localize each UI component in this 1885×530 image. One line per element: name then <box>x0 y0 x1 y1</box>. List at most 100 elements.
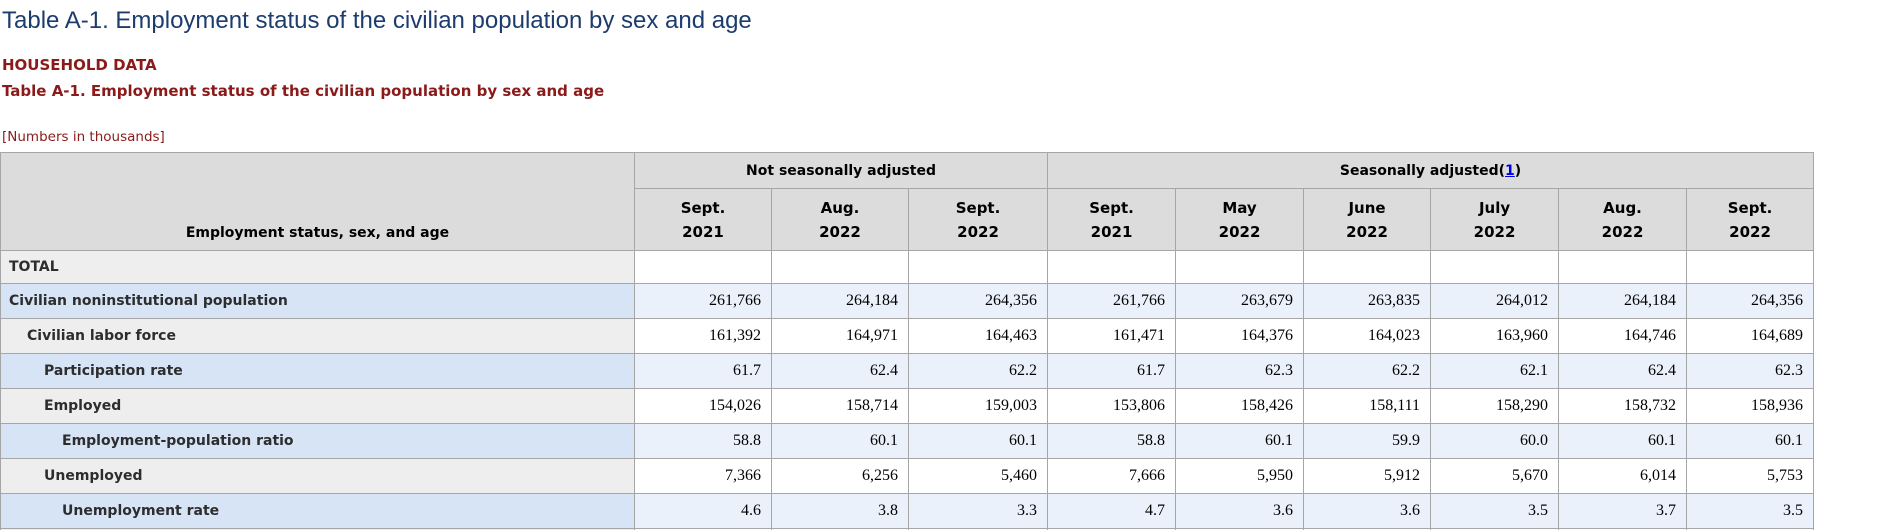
month-year: 2022 <box>1601 222 1644 241</box>
data-cell: 61.7 <box>634 353 772 389</box>
month-header: Aug. 2022 <box>1558 188 1688 251</box>
data-cell: 264,012 <box>1430 283 1560 319</box>
data-cell-empty <box>1175 250 1305 284</box>
data-cell: 4.7 <box>1047 493 1177 529</box>
row-label: Participation rate <box>0 353 635 389</box>
data-cell: 58.8 <box>634 423 772 459</box>
data-cell: 3.6 <box>1303 493 1432 529</box>
group-header-not-seasonally-adjusted: Not seasonally adjusted <box>633 152 1049 189</box>
data-cell: 5,460 <box>907 458 1049 494</box>
data-cell: 6,256 <box>771 458 909 494</box>
table-row: Employment-population ratio 58.8 60.1 60.1 5… <box>0 423 1815 459</box>
month-header: May 2022 <box>1175 188 1305 251</box>
row-label: Unemployment rate <box>0 493 635 529</box>
data-cell-empty <box>1558 250 1688 284</box>
table-row: Unemployed 7,366 6,256 5,460 7,666 5,950 5,912… <box>0 458 1815 494</box>
table-row: Participation rate 61.7 62.4 62.2 61.7 62.3 62… <box>0 353 1815 389</box>
month-name: Aug. <box>820 198 860 217</box>
table-row: Civilian noninstitutional population 261,… <box>0 283 1815 319</box>
row-label: Civilian noninstitutional population <box>0 283 635 319</box>
table-row-cutoff <box>0 528 1815 530</box>
data-cell: 60.1 <box>1558 423 1688 459</box>
data-cell-empty <box>1047 250 1177 284</box>
month-name: Sept. <box>680 198 726 217</box>
data-cell: 3.7 <box>1558 493 1688 529</box>
data-cell-empty <box>634 250 772 284</box>
data-cell: 7,366 <box>634 458 772 494</box>
data-cell: 164,971 <box>771 318 909 354</box>
footnote-1-link[interactable]: 1 <box>1505 162 1515 179</box>
data-cell: 59.9 <box>1303 423 1432 459</box>
data-cell-empty <box>771 250 909 284</box>
data-cell: 61.7 <box>1047 353 1177 389</box>
table-row: Unemployment rate 4.6 3.8 3.3 4.7 3.6 3.6 3.5 3.… <box>0 493 1815 529</box>
data-cell: 62.3 <box>1686 353 1815 389</box>
table-row: Civilian labor force 161,392 164,971 164,46… <box>0 318 1815 354</box>
data-cell: 6,014 <box>1558 458 1688 494</box>
section-row-total: TOTAL <box>0 250 1815 284</box>
data-cell: 164,689 <box>1686 318 1815 354</box>
data-cell: 154,026 <box>634 388 772 424</box>
data-cell-empty <box>907 250 1049 284</box>
data-cell: 164,746 <box>1558 318 1688 354</box>
data-cell: 161,392 <box>634 318 772 354</box>
data-cell: 3.5 <box>1686 493 1815 529</box>
data-cell: 60.1 <box>771 423 909 459</box>
data-cell: 164,376 <box>1175 318 1305 354</box>
data-cell: 5,950 <box>1175 458 1305 494</box>
data-cell: 158,426 <box>1175 388 1305 424</box>
data-cell: 62.4 <box>771 353 909 389</box>
month-year: 2022 <box>957 222 999 241</box>
data-cell: 60.1 <box>907 423 1049 459</box>
month-name: Sept. <box>955 198 1001 217</box>
data-cell: 60.0 <box>1430 423 1560 459</box>
data-cell: 164,463 <box>907 318 1049 354</box>
units-note: [Numbers in thousands] <box>2 129 165 145</box>
data-cell: 263,835 <box>1303 283 1432 319</box>
data-cell: 159,003 <box>907 388 1049 424</box>
month-header: Sept. 2021 <box>634 188 772 251</box>
group-header-row: Employment status, sex, and age Not seas… <box>0 152 1815 251</box>
data-cell: 58.8 <box>1047 423 1177 459</box>
month-year: 2022 <box>819 222 861 241</box>
month-year: 2022 <box>1473 222 1516 241</box>
data-cell: 264,184 <box>771 283 909 319</box>
month-name: May <box>1222 198 1257 217</box>
month-header: June 2022 <box>1303 188 1432 251</box>
row-label: Unemployed <box>0 458 635 494</box>
data-cell: 4.6 <box>634 493 772 529</box>
row-label: TOTAL <box>0 250 635 284</box>
data-cell-empty <box>1303 250 1432 284</box>
data-cell: 261,766 <box>634 283 772 319</box>
data-cell: 62.3 <box>1175 353 1305 389</box>
month-name: Aug. <box>1603 198 1642 217</box>
row-label: Civilian labor force <box>0 318 635 354</box>
month-year: 2021 <box>1090 222 1133 241</box>
data-cell: 158,732 <box>1558 388 1688 424</box>
month-name: Sept. <box>1089 198 1134 217</box>
row-label: Employment-population ratio <box>0 423 635 459</box>
month-year: 2022 <box>1346 222 1388 241</box>
data-cell: 3.6 <box>1175 493 1305 529</box>
month-year: 2022 <box>1218 222 1261 241</box>
data-cell: 161,471 <box>1047 318 1177 354</box>
data-cell: 60.1 <box>1175 423 1305 459</box>
seasonally-adjusted-close-paren: ) <box>1514 162 1522 179</box>
employment-status-table: Employment status, sex, and age Not seas… <box>0 152 1815 530</box>
data-cell: 3.5 <box>1430 493 1560 529</box>
data-cell: 158,111 <box>1303 388 1432 424</box>
data-cell-empty <box>1686 250 1815 284</box>
data-cell: 60.1 <box>1686 423 1815 459</box>
month-header: Sept. 2022 <box>907 188 1049 251</box>
month-year: 2021 <box>682 222 724 241</box>
data-cell: 264,356 <box>907 283 1049 319</box>
data-cell: 7,666 <box>1047 458 1177 494</box>
data-cell: 5,670 <box>1430 458 1560 494</box>
group-header-seasonally-adjusted: Seasonally adjusted(1) <box>1047 152 1815 189</box>
data-cell: 62.1 <box>1430 353 1560 389</box>
row-label: Employed <box>0 388 635 424</box>
month-header: Aug. 2022 <box>771 188 909 251</box>
data-cell: 158,290 <box>1430 388 1560 424</box>
data-cell: 163,960 <box>1430 318 1560 354</box>
data-cell: 62.2 <box>907 353 1049 389</box>
